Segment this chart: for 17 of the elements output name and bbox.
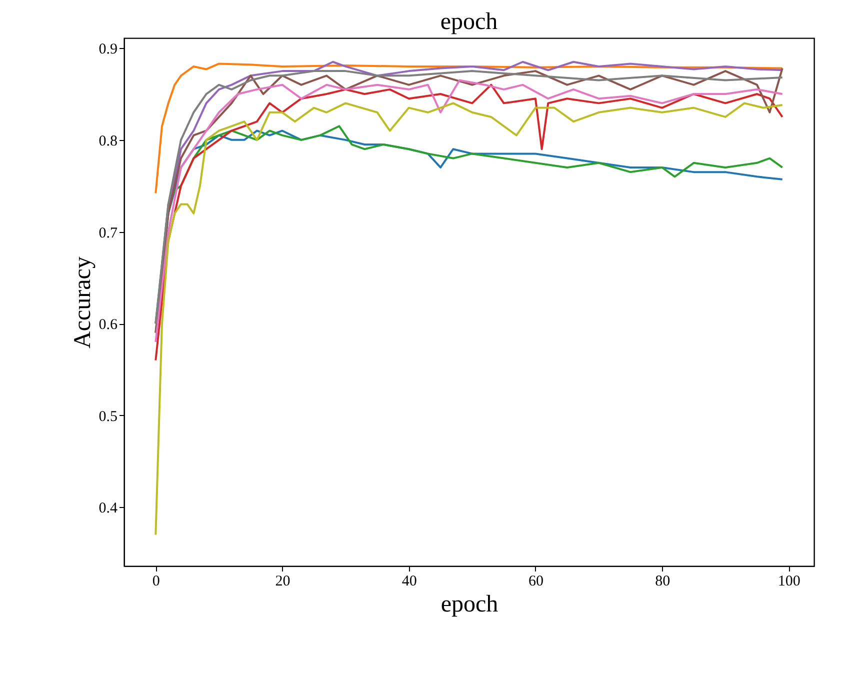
x-tick-label: 0 (152, 574, 160, 590)
y-tick-label: 0.4 (98, 500, 118, 517)
x-tick-label: 40 (402, 574, 417, 590)
y-tick-label: 0.9 (98, 42, 118, 58)
y-axis-title: Accuracy (70, 256, 96, 348)
x-tick-label: 20 (275, 574, 290, 590)
line-series (154, 102, 784, 536)
x-tick-label: 100 (778, 574, 800, 590)
x-axis-title: epoch (440, 592, 498, 618)
y-tick-label: 0.7 (98, 225, 118, 242)
x-tick-label: 80 (655, 574, 670, 590)
y-tick-label: 0.6 (98, 317, 118, 334)
chart-title: epoch (440, 9, 498, 35)
x-tick-label: 60 (528, 574, 544, 590)
y-tick-label: 0.5 (98, 408, 118, 425)
line-series (154, 62, 784, 194)
y-tick-label: 0.8 (98, 133, 118, 150)
